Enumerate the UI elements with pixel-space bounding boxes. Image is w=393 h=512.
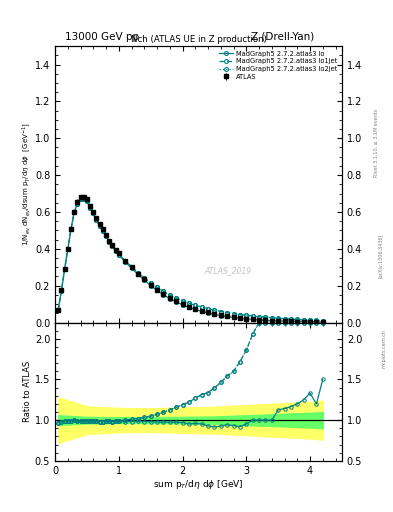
MadGraph5 2.7.2.atlas3 lo — [314, 319, 319, 325]
MadGraph5 2.7.2.atlas3 lo1jet — [320, 318, 325, 324]
MadGraph5 2.7.2.atlas3 lo1jet — [301, 317, 306, 323]
Text: Z (Drell-Yan): Z (Drell-Yan) — [252, 32, 314, 42]
MadGraph5 2.7.2.atlas3 lo — [56, 307, 61, 313]
MadGraph5 2.7.2.atlas3 lo — [174, 299, 178, 305]
MadGraph5 2.7.2.atlas3 lo — [78, 196, 83, 202]
MadGraph5 2.7.2.atlas3 lo1jet — [56, 307, 61, 313]
Text: ATLAS_2019: ATLAS_2019 — [204, 266, 252, 275]
MadGraph5 2.7.2.atlas3 lo — [69, 226, 73, 232]
MadGraph5 2.7.2.atlas3 lo2jet — [301, 316, 306, 323]
Line: MadGraph5 2.7.2.atlas3 lo: MadGraph5 2.7.2.atlas3 lo — [56, 197, 325, 324]
MadGraph5 2.7.2.atlas3 lo1jet — [116, 251, 121, 258]
Text: mcplots.cern.ch: mcplots.cern.ch — [382, 329, 387, 368]
MadGraph5 2.7.2.atlas3 lo2jet — [116, 251, 121, 258]
MadGraph5 2.7.2.atlas3 lo1jet — [78, 196, 83, 202]
MadGraph5 2.7.2.atlas3 lo2jet — [69, 226, 73, 232]
Text: 13000 GeV pp: 13000 GeV pp — [65, 32, 139, 42]
MadGraph5 2.7.2.atlas3 lo — [320, 319, 325, 325]
MadGraph5 2.7.2.atlas3 lo — [116, 251, 121, 258]
MadGraph5 2.7.2.atlas3 lo — [199, 308, 204, 314]
MadGraph5 2.7.2.atlas3 lo2jet — [199, 304, 204, 310]
MadGraph5 2.7.2.atlas3 lo — [155, 287, 160, 293]
X-axis label: sum p$_T$/d$\eta$ d$\phi$ [GeV]: sum p$_T$/d$\eta$ d$\phi$ [GeV] — [153, 478, 244, 492]
MadGraph5 2.7.2.atlas3 lo2jet — [320, 317, 325, 324]
Y-axis label: 1/N$_{ev}$ dN$_{ev}$/dsum p$_T$/d$\eta$ d$\phi$  [GeV$^{-1}$]: 1/N$_{ev}$ dN$_{ev}$/dsum p$_T$/d$\eta$ … — [20, 122, 33, 246]
MadGraph5 2.7.2.atlas3 lo1jet — [69, 226, 73, 232]
Title: Nch (ATLAS UE in Z production): Nch (ATLAS UE in Z production) — [130, 35, 266, 44]
MadGraph5 2.7.2.atlas3 lo2jet — [212, 307, 217, 313]
Line: MadGraph5 2.7.2.atlas3 lo2jet: MadGraph5 2.7.2.atlas3 lo2jet — [56, 197, 325, 323]
Text: Rivet 3.1.10, ≥ 3.1M events: Rivet 3.1.10, ≥ 3.1M events — [374, 109, 378, 178]
Text: [arXiv:1306.3436]: [arXiv:1306.3436] — [378, 234, 383, 278]
MadGraph5 2.7.2.atlas3 lo1jet — [199, 304, 204, 310]
Line: MadGraph5 2.7.2.atlas3 lo1jet: MadGraph5 2.7.2.atlas3 lo1jet — [56, 197, 325, 323]
MadGraph5 2.7.2.atlas3 lo2jet — [155, 284, 160, 290]
MadGraph5 2.7.2.atlas3 lo2jet — [78, 196, 83, 202]
MadGraph5 2.7.2.atlas3 lo1jet — [155, 284, 160, 290]
Legend: MadGraph5 2.7.2.atlas3 lo, MadGraph5 2.7.2.atlas3 lo1jet, MadGraph5 2.7.2.atlas3: MadGraph5 2.7.2.atlas3 lo, MadGraph5 2.7… — [217, 50, 339, 81]
MadGraph5 2.7.2.atlas3 lo1jet — [212, 307, 217, 313]
MadGraph5 2.7.2.atlas3 lo2jet — [56, 307, 61, 313]
Y-axis label: Ratio to ATLAS: Ratio to ATLAS — [23, 361, 32, 422]
MadGraph5 2.7.2.atlas3 lo — [212, 311, 217, 317]
